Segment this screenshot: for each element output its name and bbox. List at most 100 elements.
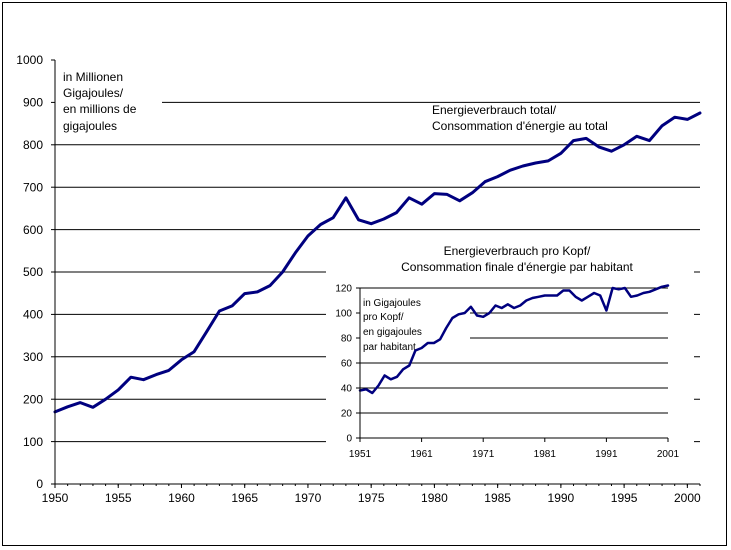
inset-data-point <box>494 304 497 307</box>
inset-data-point <box>470 306 472 308</box>
inset-data-point <box>648 291 651 293</box>
main-data-point <box>231 305 233 307</box>
inset-data-point <box>439 338 441 340</box>
main-data-point <box>547 160 549 162</box>
inset-data-point <box>655 288 657 290</box>
main-data-point <box>433 193 435 195</box>
main-series-line <box>53 111 702 414</box>
inset-x-tick-label: 1981 <box>534 449 557 460</box>
inset-data-point <box>531 297 534 299</box>
inset-data-point <box>501 307 503 309</box>
inset-data-point <box>507 303 509 305</box>
inset-y-tick-label: 80 <box>341 334 353 345</box>
main-x-tick-label: 1950 <box>42 491 69 505</box>
main-data-point <box>142 379 145 381</box>
main-data-point <box>332 217 334 219</box>
main-y-tick-label: 200 <box>23 392 43 406</box>
main-x-tick-label: 1960 <box>168 491 195 505</box>
inset-unit-label-background <box>360 294 470 358</box>
inset-axis-ticks: 0 20 40 60 80 100 120 1951 1961 1971 1981 1991 2001 <box>335 284 679 461</box>
inset-data-point <box>377 384 380 387</box>
main-x-tick-label: 1970 <box>295 491 322 505</box>
inset-data-point <box>513 307 515 309</box>
inset-x-tick-label: 1971 <box>472 449 495 460</box>
main-data-point <box>383 218 385 220</box>
main-data-point <box>105 398 107 400</box>
inset-data-point <box>593 292 595 294</box>
main-data-point <box>269 285 271 287</box>
main-unit-label-line-3: en millions de <box>63 102 137 116</box>
main-data-point <box>471 192 473 194</box>
inset-data-point <box>544 294 546 297</box>
main-series-label-line-2: Consommation d'énergie au total <box>432 119 608 133</box>
inset-data-point <box>384 374 386 377</box>
main-data-point <box>535 162 537 164</box>
main-data-point <box>357 219 360 221</box>
inset-data-point <box>661 286 663 288</box>
main-data-point <box>648 140 651 142</box>
main-x-tick-label: 1980 <box>421 491 448 505</box>
inset-data-point <box>414 349 416 352</box>
main-data-point <box>193 351 195 353</box>
main-data-point <box>244 293 246 295</box>
main-data-point <box>395 212 398 214</box>
inset-data-point <box>421 347 423 349</box>
inset-data-point <box>599 294 601 297</box>
inset-y-tick-label: 0 <box>346 434 352 445</box>
inset-data-point <box>519 304 521 307</box>
inset-data-point <box>402 368 404 370</box>
inset-y-tick-label: 120 <box>335 284 352 295</box>
inset-data-point <box>605 309 608 312</box>
main-data-point <box>294 252 296 254</box>
main-data-point <box>610 150 613 152</box>
inset-data-point <box>396 376 398 378</box>
main-series-line <box>53 111 702 414</box>
inset-data-point <box>427 342 429 344</box>
main-y-tick-label: 100 <box>23 435 43 449</box>
inset-data-point <box>451 317 453 319</box>
main-data-point <box>572 140 575 142</box>
inset-data-point <box>618 288 620 290</box>
main-data-point <box>130 376 132 378</box>
inset-data-point <box>476 314 478 317</box>
main-x-tick-label: 1975 <box>358 491 385 505</box>
inset-data-point <box>556 294 558 297</box>
inset-data-point <box>482 316 484 318</box>
inset-x-tick-label: 1961 <box>410 449 433 460</box>
main-y-tick-label: 1000 <box>16 53 43 67</box>
inset-data-point <box>575 296 577 298</box>
main-data-point <box>509 169 511 171</box>
inset-data-point <box>642 292 645 294</box>
main-x-tick-label: 1990 <box>548 491 575 505</box>
inset-x-tick-label: 1951 <box>349 449 372 460</box>
main-data-point <box>484 181 486 183</box>
main-data-point <box>408 197 410 199</box>
inset-unit-label-line-1: in Gigajoules <box>363 298 421 309</box>
main-data-point <box>67 406 69 408</box>
main-data-point <box>636 135 638 137</box>
main-y-tick-label: 800 <box>23 138 43 152</box>
inset-data-point <box>587 296 589 298</box>
main-unit-label-line-2: Gigajoules/ <box>63 86 124 100</box>
main-data-point <box>168 369 170 371</box>
main-data-point <box>623 144 625 146</box>
main-x-tick-label: 1995 <box>611 491 638 505</box>
inset-data-point <box>636 294 638 297</box>
main-data-point <box>206 330 208 332</box>
inset-unit-label-line-4: par habitant <box>363 342 416 353</box>
main-x-tick-label: 1985 <box>484 491 511 505</box>
main-data-point <box>661 125 663 127</box>
inset-data-point <box>488 312 490 314</box>
main-y-tick-label: 700 <box>23 180 43 194</box>
main-data-point <box>598 146 600 148</box>
inset-title-line-1: Energieverbrauch pro Kopf/ <box>444 244 591 258</box>
main-data-point <box>180 359 183 361</box>
main-data-point <box>307 235 309 237</box>
main-y-tick-label: 600 <box>23 223 43 237</box>
inset-data-point <box>630 296 632 298</box>
main-data-point <box>497 176 499 178</box>
main-unit-label-line-1: in Millionen <box>63 70 123 84</box>
